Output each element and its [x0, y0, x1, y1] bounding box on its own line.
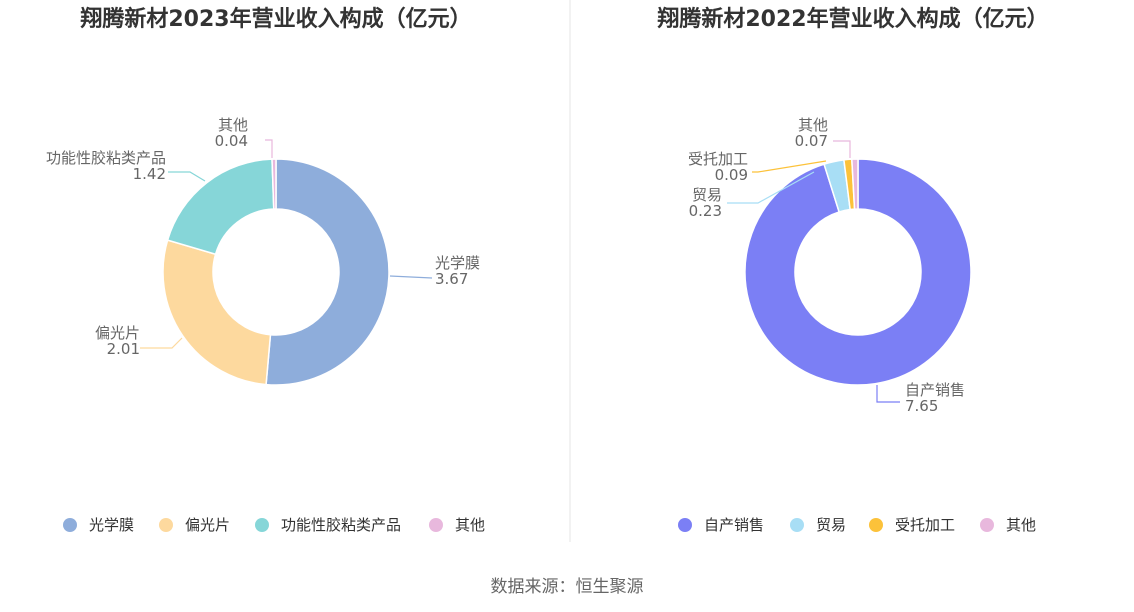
- donut-slice: [166, 158, 275, 256]
- legend-item-label: 贸易: [816, 516, 846, 534]
- slice-value-label: 0.09: [715, 166, 748, 184]
- slice-value-label: 0.04: [215, 132, 248, 150]
- slice-value-label: 3.67: [435, 270, 468, 288]
- leader-line: [168, 171, 206, 182]
- leader-line: [876, 385, 900, 403]
- slice-value-label: 0.07: [795, 132, 828, 150]
- leader-line: [752, 160, 827, 173]
- slice-value-label: 0.23: [689, 202, 722, 220]
- legend-marker: [429, 518, 443, 532]
- slice-label: 自产销售: [905, 381, 965, 399]
- leader-line: [833, 140, 851, 158]
- legend-marker: [255, 518, 269, 532]
- leader-line: [727, 171, 815, 204]
- legend-marker: [790, 518, 804, 532]
- legend-item-label: 功能性胶粘类产品: [281, 516, 401, 534]
- chart-title-2022: 翔腾新材2022年营业收入构成（亿元）: [656, 6, 1048, 32]
- slice-value-label: 2.01: [107, 340, 140, 358]
- slice-label: 其他: [798, 116, 828, 134]
- slice-label: 偏光片: [95, 324, 140, 342]
- leader-line: [140, 337, 183, 349]
- legend-2022: 自产销售 贸易 受托加工 其他: [678, 516, 1036, 534]
- legend-marker: [63, 518, 77, 532]
- leader-line: [389, 275, 433, 279]
- donut-slice: [271, 158, 277, 210]
- legend-marker: [678, 518, 692, 532]
- donut-slice: [162, 239, 272, 386]
- slice-label: 功能性胶粘类产品: [46, 149, 166, 167]
- legend-marker: [980, 518, 994, 532]
- slice-label: 光学膜: [435, 254, 480, 272]
- legend-item-label: 光学膜: [89, 516, 134, 534]
- legend-item-label: 偏光片: [185, 516, 230, 534]
- legend-marker: [159, 518, 173, 532]
- slice-label: 贸易: [692, 186, 722, 204]
- legend-marker: [869, 518, 883, 532]
- slice-label: 其他: [218, 116, 248, 134]
- data-source: 数据来源：恒生聚源: [491, 577, 644, 597]
- legend-item-label: 其他: [455, 516, 485, 534]
- donut-slice: [265, 158, 390, 386]
- donut-slice: [851, 158, 859, 210]
- slice-value-label: 7.65: [905, 397, 938, 415]
- donut-slice: [744, 158, 972, 386]
- legend-item-label: 自产销售: [704, 516, 764, 534]
- chart-title-2023: 翔腾新材2023年营业收入构成（亿元）: [79, 6, 471, 32]
- legend-item-label: 其他: [1006, 516, 1036, 534]
- legend-2023: 光学膜 偏光片 功能性胶粘类产品 其他: [63, 516, 485, 534]
- leader-line: [265, 139, 273, 158]
- slice-value-label: 1.42: [133, 165, 166, 183]
- legend-item-label: 受托加工: [895, 516, 955, 534]
- slice-label: 受托加工: [688, 150, 748, 168]
